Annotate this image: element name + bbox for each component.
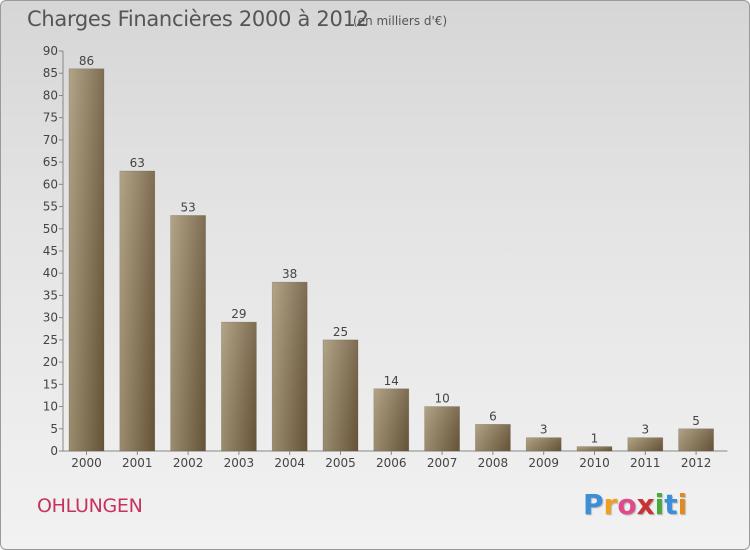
- bar-shade: [271, 281, 308, 452]
- x-tick-label: 2009: [528, 456, 559, 470]
- data-label: 86: [79, 54, 94, 68]
- x-tick-label: 2006: [376, 456, 407, 470]
- chart-title: Charges Financières 2000 à 2012: [27, 7, 369, 31]
- data-label: 25: [333, 325, 348, 339]
- x-tick-label: 2011: [630, 456, 661, 470]
- logo-letter: r: [603, 488, 618, 521]
- y-tick-label: 90: [43, 44, 58, 58]
- bar-shade: [68, 68, 105, 452]
- x-tick-label: 2004: [274, 456, 305, 470]
- chart-subtitle: (en milliers d'€): [353, 14, 448, 28]
- data-label: 63: [130, 156, 145, 170]
- x-tick-label: 2003: [224, 456, 255, 470]
- y-tick-label: 75: [43, 111, 58, 125]
- y-tick-label: 15: [43, 377, 58, 391]
- logo-letter: i: [677, 488, 688, 521]
- bar-shade: [322, 339, 359, 452]
- logo-letter: t: [664, 488, 678, 521]
- logo-letter: P: [583, 488, 604, 521]
- x-tick-label: 2000: [71, 456, 102, 470]
- data-label: 5: [692, 414, 700, 428]
- bar-shade: [576, 446, 613, 452]
- y-tick-label: 5: [50, 422, 58, 436]
- data-label: 38: [282, 267, 297, 281]
- y-tick-label: 70: [43, 133, 58, 147]
- x-tick-label: 2007: [427, 456, 458, 470]
- y-tick-label: 20: [43, 355, 58, 369]
- y-tick-label: 50: [43, 222, 58, 236]
- y-tick-label: 25: [43, 333, 58, 347]
- data-label: 1: [591, 432, 599, 446]
- x-tick-label: 2002: [173, 456, 204, 470]
- data-label: 14: [384, 374, 399, 388]
- bar-shade: [475, 424, 511, 452]
- y-tick-label: 85: [43, 66, 58, 80]
- bar-shade: [424, 406, 460, 452]
- data-label: 29: [231, 307, 246, 321]
- bar-shade: [373, 388, 410, 452]
- bar-shade: [119, 170, 156, 452]
- x-tick-label: 2005: [325, 456, 356, 470]
- logo-letter: i: [654, 488, 665, 521]
- y-tick-label: 55: [43, 200, 58, 214]
- data-label: 3: [540, 423, 548, 437]
- data-label: 53: [180, 200, 195, 214]
- logo-letter: x: [636, 488, 655, 521]
- bar-shade: [525, 437, 562, 452]
- y-tick-label: 0: [50, 444, 58, 458]
- y-tick-label: 30: [43, 311, 58, 325]
- bar-shade: [627, 437, 664, 452]
- x-tick-label: 2008: [478, 456, 509, 470]
- logo-letter: o: [617, 488, 637, 521]
- bar-shade: [221, 321, 257, 452]
- x-tick-label: 2010: [579, 456, 610, 470]
- data-label: 6: [489, 409, 497, 423]
- y-tick-label: 40: [43, 266, 58, 280]
- x-tick-label: 2012: [681, 456, 712, 470]
- bar-shade: [678, 428, 714, 452]
- commune-name: OHLUNGEN: [37, 495, 143, 517]
- y-tick-label: 80: [43, 88, 58, 102]
- y-tick-label: 35: [43, 288, 58, 302]
- y-tick-label: 10: [43, 400, 58, 414]
- y-tick-label: 65: [43, 155, 58, 169]
- x-tick-label: 2001: [122, 456, 153, 470]
- data-label: 10: [434, 392, 449, 406]
- proxiti-logo[interactable]: Proxiti: [583, 488, 687, 521]
- bar-shade: [170, 215, 206, 452]
- data-label: 3: [641, 423, 649, 437]
- y-tick-label: 45: [43, 244, 58, 258]
- y-tick-label: 60: [43, 177, 58, 191]
